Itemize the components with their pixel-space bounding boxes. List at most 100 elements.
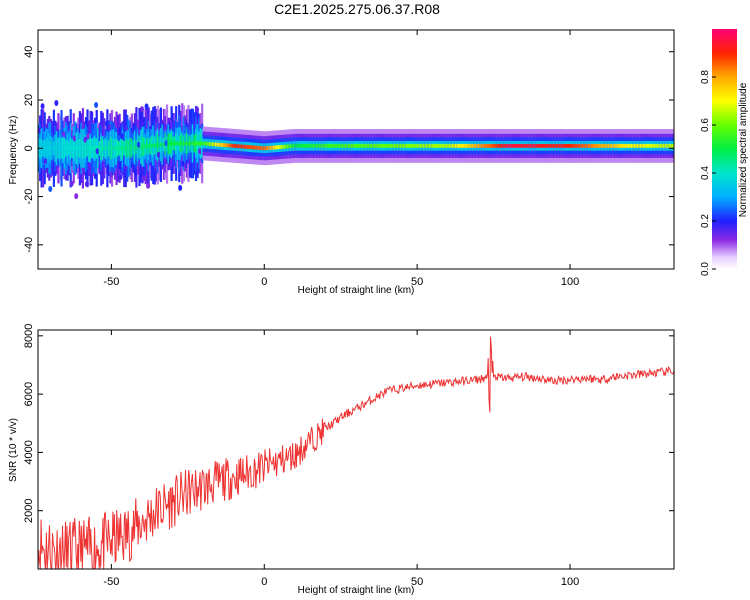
spectrogram-ridge-cell — [543, 143, 546, 148]
spectrogram-ridge-cell — [199, 141, 202, 146]
spectrogram-ridge-cell — [589, 143, 592, 148]
spectrogram-ridge-cell — [421, 143, 424, 148]
spectrogram-ridge-cell — [574, 143, 577, 148]
spectrogram-ridge-cell — [181, 141, 184, 146]
spectrogram-ridge-cell — [242, 144, 245, 149]
spectrogram-ridge-cell — [337, 143, 340, 148]
spectrogram-ridge-cell — [268, 145, 271, 150]
spectrogram-ridge-cell — [661, 143, 664, 148]
spectrogram-ridge-cell — [158, 142, 161, 147]
spectrogram-y-label: Frequency (Hz) — [8, 116, 19, 185]
spectrogram-ridge-cell — [412, 143, 415, 148]
spectrogram-ridge-cell — [334, 143, 337, 148]
spectrogram-ridge-cell — [265, 146, 268, 151]
snr-x-ticks: -50 0 50 100 — [103, 330, 579, 588]
spectrogram-ridge-cell — [642, 143, 646, 148]
spectrogram-ridge-cell — [422, 143, 425, 148]
spectrogram-ridge-cell — [668, 143, 672, 148]
spectrogram-ridge-cell — [601, 143, 604, 148]
spectrogram-ridge-cell — [54, 146, 57, 151]
spectrogram-scatter-cell — [155, 117, 160, 124]
spectrogram-ridge-cell — [49, 146, 52, 151]
spectrogram-ridge-cell — [97, 146, 100, 151]
spectrogram-ridge-cell — [595, 143, 598, 148]
spectrogram-ridge-cell — [590, 143, 594, 148]
spectrogram-scatter-cell — [181, 160, 186, 167]
spectrogram-scatter-cell — [195, 106, 199, 113]
spectrogram-ridge-cell — [168, 141, 172, 146]
spectrogram-ridge-cell — [413, 143, 416, 148]
spectrogram-ridge-cell — [357, 143, 360, 148]
spectrogram-ridge-cell — [503, 143, 506, 148]
spectrogram-ridge-cell — [532, 143, 536, 148]
spectrogram-ridge-cell — [425, 143, 429, 148]
spectrogram-y-tick-label: 0 — [23, 145, 35, 151]
snr-x-tick-label: 100 — [561, 576, 579, 588]
spectrogram-ridge-cell — [653, 143, 656, 148]
spectrogram-ridge-cell — [526, 143, 529, 148]
spectrogram-x-tick-label: -50 — [103, 276, 119, 288]
spectrogram-scatter-cell — [48, 186, 53, 193]
spectrogram-scatter-cell — [118, 173, 123, 180]
spectrogram-ridge-cell — [441, 143, 444, 148]
spectrogram-ridge-cell — [225, 143, 228, 148]
spectrogram-ridge-cell — [445, 143, 448, 148]
spectrogram-ridge-cell — [370, 143, 373, 148]
spectrogram-ridge-cell — [251, 145, 254, 150]
spectrogram-ridge-cell — [387, 143, 390, 148]
spectrogram-ridge-cell — [662, 143, 665, 148]
spectrogram-ridge-cell — [462, 143, 465, 148]
spectrogram-ridge-cell — [519, 143, 522, 148]
spectrogram-ridge-cell — [587, 143, 591, 148]
spectrogram-ridge-cell — [276, 145, 279, 150]
spectrogram-ridge-cell — [447, 143, 450, 148]
spectrogram-ridge-cell — [444, 143, 447, 148]
spectrogram-ridge-cell — [523, 143, 526, 148]
colorbar-label: Normalized spectral amplitude — [738, 82, 749, 217]
spectrogram-ridge-cell — [110, 146, 114, 151]
spectrogram-ridge-cell — [464, 143, 467, 148]
spectrogram-ridge-cell — [578, 143, 581, 148]
spectrogram-ridge-cell — [117, 146, 120, 151]
colorbar-tick-label: 0.4 — [700, 166, 711, 180]
spectrogram-ridge-cell — [72, 146, 75, 151]
spectrogram-ridge-cell — [555, 143, 558, 148]
spectrogram-ridge-cell — [94, 146, 97, 151]
spectrogram-ridge-cell — [65, 146, 68, 151]
spectrogram-ridge-cell — [667, 143, 670, 148]
spectrogram-ridge-cell — [610, 143, 614, 148]
spectrogram-scatter-cell — [72, 135, 77, 142]
spectrogram-ridge-cell — [467, 143, 470, 148]
spectrogram-ridge-cell — [571, 143, 574, 148]
colorbar-tick-label: 0.0 — [700, 262, 711, 276]
spectrogram-ridge-cell — [655, 143, 658, 148]
spectrogram-ridge-cell — [367, 143, 370, 148]
spectrogram-ridge-cell — [561, 143, 565, 148]
spectrogram-ridge-cell — [312, 143, 315, 148]
spectrogram-ridge-cell — [71, 146, 74, 151]
spectrogram-ridge-cell — [291, 144, 294, 149]
spectrogram-ridge-cell — [141, 144, 144, 149]
spectrogram-ridge-cell — [167, 142, 170, 146]
spectrogram-ridge-cell — [347, 143, 351, 148]
spectrogram-y-tick-label: 40 — [23, 46, 35, 58]
spectrogram-panel: -50 0 50 100 -40 -20 0 20 40 Height of straight… — [8, 29, 675, 296]
spectrogram-y-tick-label: -40 — [23, 237, 35, 253]
spectrogram-ridge-cell — [156, 143, 159, 148]
spectrogram-ridge-cell — [170, 141, 173, 146]
spectrogram-ridge-cell — [542, 143, 545, 148]
spectrogram-ridge-cell — [332, 143, 335, 148]
colorbar-tick-label: 0.8 — [700, 70, 711, 84]
spectrogram-ridge-cell — [638, 143, 641, 148]
spectrogram-ridge-cell — [520, 143, 523, 148]
spectrogram-scatter-cell — [54, 100, 59, 107]
spectrogram-ridge-cell — [77, 146, 80, 151]
spectrogram-ridge-cell — [69, 146, 72, 151]
spectrogram-ridge-cell — [396, 143, 399, 148]
spectrogram-ridge-cell — [124, 146, 127, 151]
spectrogram-ridge-cell — [499, 143, 502, 148]
spectrogram-ridge-cell — [389, 143, 392, 148]
spectrogram-ridge-cell — [609, 143, 612, 148]
spectrogram-ridge-cell — [502, 143, 505, 148]
